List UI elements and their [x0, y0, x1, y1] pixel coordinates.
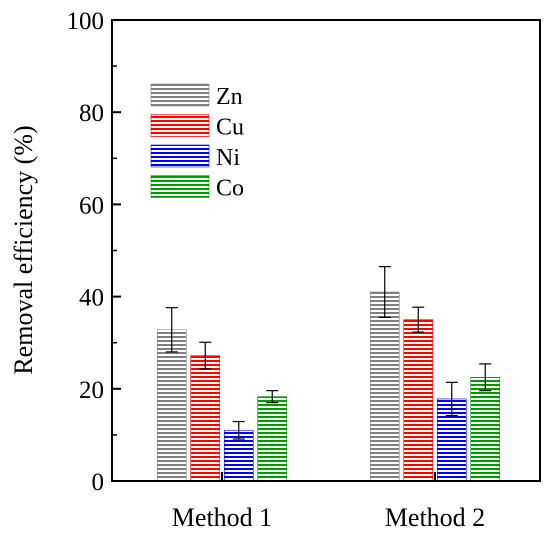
bars-layer — [156, 291, 501, 482]
error-bar-co-method-1 — [266, 390, 279, 404]
y-tick-label: 40 — [79, 285, 104, 312]
legend-label: Zn — [216, 84, 243, 110]
legend-label: Co — [216, 176, 244, 202]
legend-swatch — [150, 175, 210, 198]
x-tick-label: Method 2 — [385, 503, 485, 532]
bar-zn-method-1 — [156, 329, 187, 482]
bar-co-method-1 — [257, 396, 288, 482]
legend-item-cu: Cu — [150, 114, 244, 141]
legend-item-ni: Ni — [150, 144, 240, 171]
legend-label: Ni — [216, 145, 240, 171]
error-bar-cu-method-1 — [199, 341, 212, 370]
error-bar-ni-method-2 — [445, 381, 458, 417]
error-bar-ni-method-1 — [232, 420, 245, 440]
error-bar-cu-method-2 — [412, 306, 425, 333]
y-tick-label: 100 — [67, 8, 105, 35]
y-tick-label: 0 — [92, 469, 105, 496]
bar-zn-method-2 — [369, 291, 400, 482]
legend-swatch — [150, 83, 210, 107]
error-bars-layer — [165, 266, 492, 440]
legend-item-zn: Zn — [150, 83, 243, 110]
bar-co-method-2 — [470, 376, 501, 482]
x-tick-label: Method 1 — [172, 503, 272, 532]
legend-swatch — [150, 114, 210, 137]
bar-cu-method-1 — [190, 355, 221, 482]
error-bar-zn-method-1 — [165, 307, 178, 353]
y-axis-label: Removal efficiency (%) — [9, 125, 38, 374]
error-bar-co-method-2 — [479, 363, 492, 392]
y-tick-label: 80 — [79, 100, 104, 127]
bar-cu-method-2 — [403, 319, 434, 482]
axes-layer: 0 20 40 60 80 100 Method 1 Method 2 — [67, 8, 541, 532]
y-tick-label: 60 — [79, 192, 104, 219]
legend-swatch — [150, 144, 210, 168]
error-bar-zn-method-2 — [378, 266, 391, 318]
legend-item-co: Co — [150, 175, 244, 202]
legend: Zn Cu Ni Co — [150, 83, 244, 202]
y-tick-label: 20 — [79, 377, 104, 404]
legend-label: Cu — [216, 115, 244, 141]
